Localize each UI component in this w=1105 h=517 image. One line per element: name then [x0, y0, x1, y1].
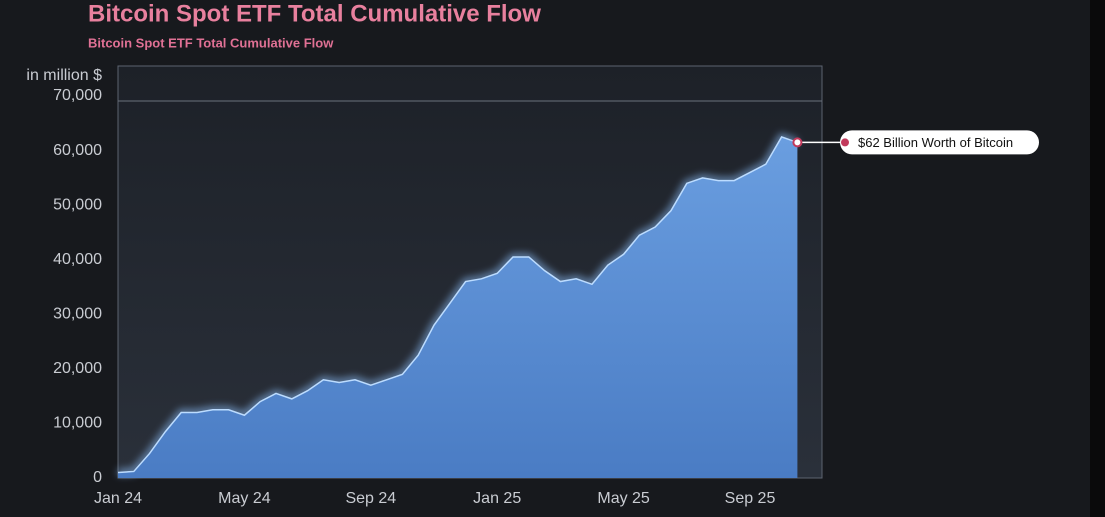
x-tick-label: Sep 24: [345, 490, 396, 507]
y-tick-label: 0: [93, 469, 102, 486]
chart-subtitle: Bitcoin Spot ETF Total Cumulative Flow: [88, 35, 334, 50]
y-tick-label: 30,000: [53, 306, 102, 323]
y-tick-label: 40,000: [53, 251, 102, 268]
x-tick-label: Jan 24: [94, 490, 142, 507]
x-tick-label: Jan 25: [473, 490, 521, 507]
end-point: [792, 137, 803, 148]
y-axis-label: in million $: [26, 67, 102, 84]
x-tick-label: May 25: [597, 490, 650, 507]
y-tick-label: 50,000: [53, 196, 102, 213]
annotation-text: $62 Billion Worth of Bitcoin: [858, 135, 1013, 150]
annotation-box: [840, 130, 1039, 155]
y-tick-label: 20,000: [53, 360, 102, 377]
area: [118, 136, 798, 478]
y-tick-label: 70,000: [53, 87, 102, 104]
y-tick-label: 10,000: [53, 415, 102, 432]
chart-title: Bitcoin Spot ETF Total Cumulative Flow: [88, 0, 541, 27]
y-tick-label: 60,000: [53, 142, 102, 159]
area-line: [117, 136, 798, 474]
x-tick-label: Sep 25: [725, 490, 776, 507]
annotation-dot: [841, 138, 849, 147]
x-tick-label: May 24: [218, 490, 271, 507]
